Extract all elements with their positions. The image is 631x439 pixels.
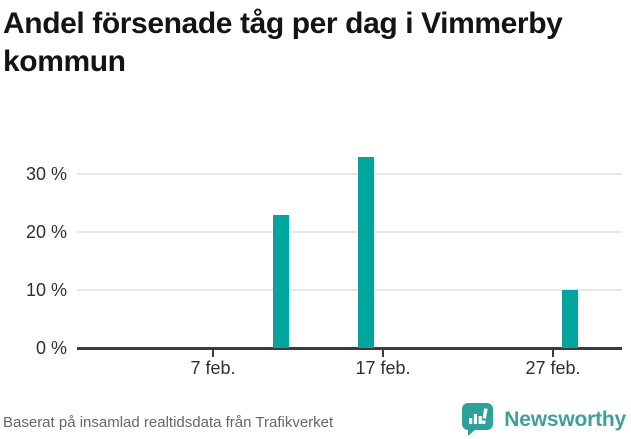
bar bbox=[562, 290, 578, 348]
y-tick-label: 10 % bbox=[25, 280, 67, 300]
y-tick-label: 0 % bbox=[35, 338, 67, 358]
x-axis-tick bbox=[382, 350, 384, 357]
bar bbox=[358, 156, 374, 348]
newsworthy-wordmark: Newsworthy bbox=[504, 407, 626, 431]
newsworthy-logo: Newsworthy bbox=[461, 402, 626, 437]
x-tick-label: 17 feb. bbox=[355, 358, 411, 378]
y-tick-label: 20 % bbox=[25, 222, 67, 242]
y-tick-label: 30 % bbox=[25, 164, 67, 184]
bar bbox=[273, 214, 289, 348]
x-axis-tick bbox=[552, 350, 554, 357]
x-axis-line bbox=[77, 347, 622, 350]
x-tick-label: 7 feb. bbox=[190, 358, 236, 378]
gridline bbox=[77, 231, 622, 233]
gridline bbox=[77, 289, 622, 291]
x-axis-tick bbox=[212, 350, 214, 357]
newsworthy-bubble-chart-icon bbox=[462, 403, 494, 436]
x-tick-label: 27 feb. bbox=[525, 358, 581, 378]
gridline bbox=[77, 173, 622, 175]
chart-title: Andel försenade tåg per dag i Vimmerby k… bbox=[3, 7, 563, 78]
source-note: Baserat på insamlad realtidsdata från Tr… bbox=[3, 414, 334, 431]
